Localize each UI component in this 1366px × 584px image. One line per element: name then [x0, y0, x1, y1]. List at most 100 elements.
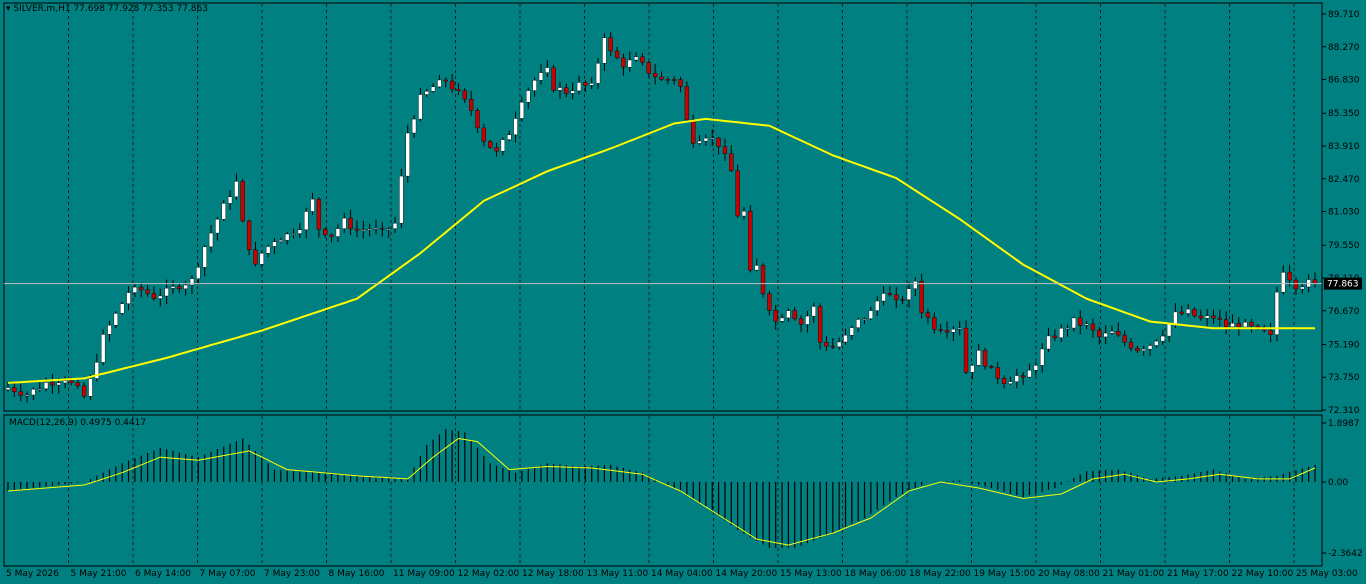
candle [170, 280, 176, 294]
candle [1135, 345, 1140, 354]
candle-body [462, 90, 467, 100]
candle-body [925, 312, 931, 318]
symbol-header[interactable]: ▾ SILVER.m,H1 77.698 77.928 77.353 77.86… [6, 4, 208, 14]
candle [976, 344, 981, 367]
candle [443, 77, 448, 88]
candle [932, 312, 937, 334]
candle [392, 216, 398, 233]
candle [329, 233, 334, 243]
candle [437, 74, 442, 89]
candle [215, 217, 220, 241]
candle-body [1300, 286, 1305, 290]
candle [1128, 338, 1134, 352]
candle-body [1185, 308, 1191, 314]
candle [386, 226, 391, 238]
candle-body [703, 137, 709, 142]
candle-body [50, 382, 55, 386]
candle-body [1217, 317, 1222, 320]
candle-body [37, 388, 42, 391]
candle [196, 263, 201, 285]
candle [494, 142, 499, 157]
candle [1141, 345, 1146, 356]
candle-body [570, 90, 575, 94]
candle [614, 46, 620, 60]
candle [373, 219, 379, 235]
candle-body [786, 310, 791, 319]
y-tick-label: 79.550 [1328, 241, 1360, 251]
candle [862, 317, 867, 325]
x-tick-label: 21 May 17:00 [1167, 569, 1229, 579]
candle-body [1293, 279, 1299, 290]
y-tick-label: 85.350 [1328, 109, 1360, 119]
ohlc-values: 77.698 77.928 77.353 77.863 [73, 4, 208, 14]
candle [1008, 376, 1013, 386]
candle-body [43, 382, 49, 390]
candle [633, 52, 639, 62]
candle [189, 275, 195, 294]
candle [564, 83, 569, 98]
candle-body [215, 219, 220, 234]
candle [786, 308, 791, 322]
candle [246, 219, 252, 256]
candle-body [424, 91, 429, 95]
candle [856, 317, 861, 332]
candle-body [265, 246, 271, 254]
candle [354, 220, 360, 237]
candle [304, 207, 309, 239]
candle-body [678, 79, 683, 87]
candle-body [481, 127, 487, 142]
candle-body [1281, 272, 1286, 293]
candle-body [354, 228, 360, 231]
x-tick-label: 12 May 02:00 [458, 569, 520, 579]
candle [101, 329, 106, 366]
candle-body [805, 315, 810, 325]
candle-body [437, 79, 442, 88]
x-tick-label: 5 May 21:00 [71, 569, 127, 579]
candle-body [101, 334, 106, 363]
candle [729, 145, 734, 172]
candle-body [1084, 323, 1089, 326]
candle [843, 328, 848, 345]
x-tick-label: 25 May 03:00 [1296, 569, 1358, 579]
candle [982, 347, 988, 370]
candle-body [380, 227, 385, 230]
x-tick-label: 18 May 22:00 [909, 569, 971, 579]
candle-body [989, 366, 994, 368]
candle [158, 288, 163, 307]
candle [989, 365, 994, 369]
dropdown-triangle-icon[interactable]: ▾ [6, 4, 11, 14]
candle [297, 222, 303, 239]
candle [1116, 322, 1121, 338]
candle [272, 238, 277, 254]
candle [31, 387, 36, 401]
candle [107, 320, 112, 342]
candle-body [614, 50, 620, 58]
candle [824, 336, 829, 351]
candle [208, 224, 214, 253]
candle-body [449, 80, 455, 90]
candle-body [843, 334, 848, 343]
y-tick-label: 76.670 [1328, 307, 1360, 317]
candle-body [1249, 321, 1254, 327]
candle-body [773, 310, 778, 322]
candle [779, 313, 785, 323]
candle-body [1211, 315, 1216, 319]
candle-body [1090, 323, 1096, 331]
candle [970, 364, 975, 380]
candle-body [735, 170, 740, 217]
candle [342, 212, 347, 234]
candle [1033, 361, 1038, 376]
candle [545, 60, 550, 78]
candle-body [1230, 323, 1235, 328]
candle-body [716, 137, 721, 147]
candle [1122, 330, 1127, 347]
candle [323, 227, 328, 238]
candle [551, 64, 556, 93]
candle-body [1166, 323, 1172, 337]
candle [62, 376, 68, 389]
candle-body [494, 147, 499, 152]
candle [449, 74, 455, 93]
candle [1236, 317, 1242, 336]
candle-body [1020, 375, 1026, 378]
